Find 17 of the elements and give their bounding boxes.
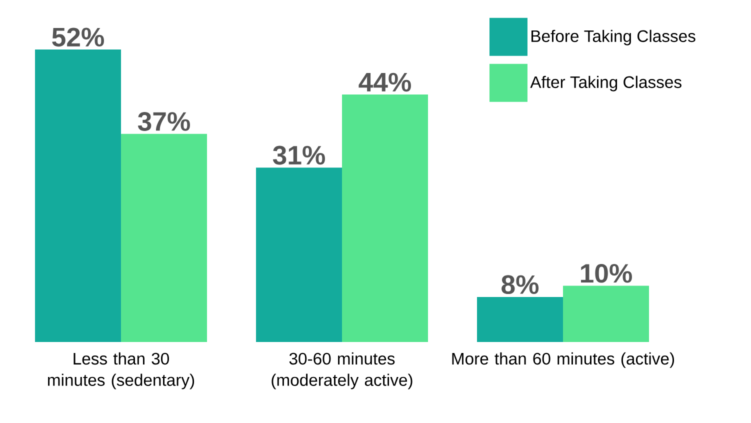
data-label: 8% xyxy=(502,275,539,294)
legend-label: After Taking Classes xyxy=(530,76,682,92)
bar xyxy=(477,296,564,342)
data-label: 37% xyxy=(138,112,190,131)
x-tick-label: Less than 30 minutes (sedentary) xyxy=(48,352,194,390)
bar xyxy=(256,168,342,342)
data-label: 52% xyxy=(52,28,104,47)
bar xyxy=(563,286,650,342)
x-tick-label: More than 60 minutes (active) xyxy=(452,352,674,368)
legend-label: Before Taking Classes xyxy=(532,30,696,46)
bar xyxy=(35,50,122,342)
data-label: 44% xyxy=(358,72,411,92)
bar xyxy=(121,134,208,342)
data-label: 10% xyxy=(580,264,632,283)
bar xyxy=(342,94,428,342)
x-tick-label: 30-60 minutes (moderately active) xyxy=(272,352,412,390)
data-label: 31% xyxy=(272,146,325,165)
